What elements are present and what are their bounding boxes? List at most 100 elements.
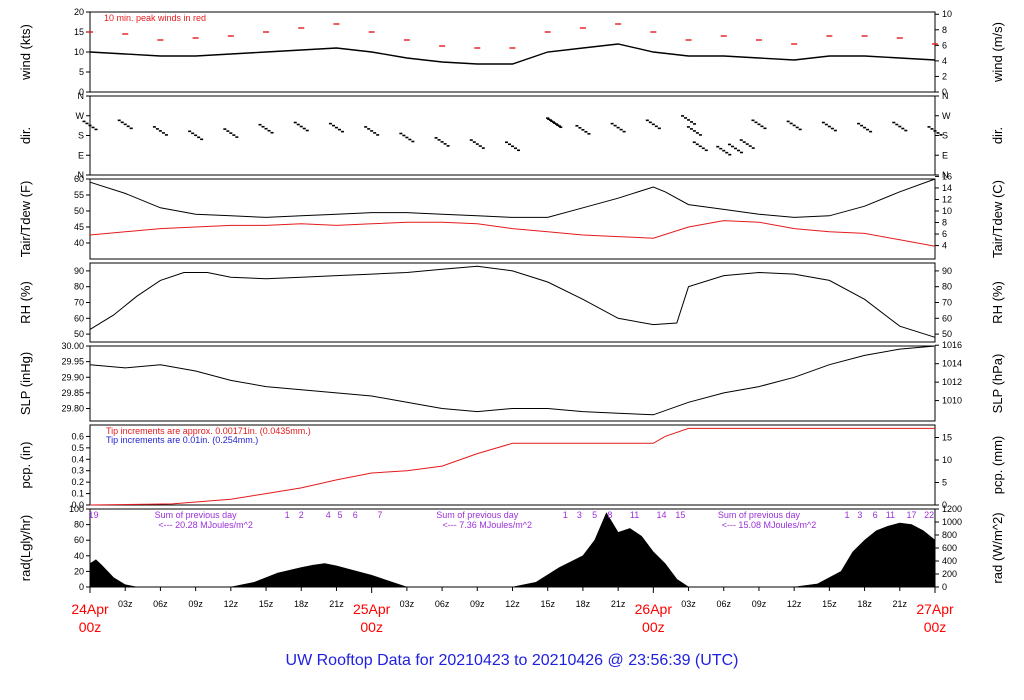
dir-point	[226, 130, 230, 132]
page-title: UW Rooftop Data for 20210423 to 20210426…	[286, 652, 739, 669]
dir-point	[411, 140, 415, 143]
ytick-label-left: 29.80	[61, 404, 84, 414]
ytick-label-left: 0.6	[71, 431, 84, 441]
ytick-label-right: 14	[942, 183, 952, 193]
sum-note-value: <--- 15.08 MJoules/m^2	[722, 520, 817, 530]
sum-note-value: <--- 7.36 MJoules/m^2	[443, 520, 533, 530]
hour-label: 1	[285, 510, 290, 520]
dir-point	[857, 122, 861, 125]
series-line-wind-0	[89, 43, 936, 65]
dir-point	[505, 141, 508, 144]
ytick-label-right: 70	[942, 298, 952, 308]
ytick-label-left: 40	[74, 238, 84, 248]
date-label-time: 00z	[642, 619, 665, 635]
dir-point	[126, 125, 130, 128]
dir-point	[730, 145, 734, 148]
dir-point	[622, 130, 626, 133]
peak-wind-mark	[509, 47, 516, 49]
ytick-label-left: 10	[74, 47, 84, 57]
ytick-label-left: 29.85	[61, 388, 84, 398]
xtick-label: 09z	[470, 599, 485, 609]
sum-note-title: Sum of previous day	[155, 510, 238, 520]
ytick-label-right: 0	[942, 87, 947, 97]
xtick-label: 06z	[435, 599, 450, 609]
dir-point	[443, 143, 447, 145]
ytick-label-right: 6	[942, 229, 947, 239]
dir-point	[305, 129, 309, 132]
hour-label: 2	[299, 510, 304, 520]
ytick-label-left: 29.90	[61, 372, 84, 382]
dir-point	[739, 151, 743, 154]
dir-point	[267, 129, 271, 132]
dir-point	[547, 118, 551, 121]
ylabel-left: wind (kts)	[18, 24, 33, 81]
ytick-label-left: 0	[79, 582, 84, 592]
dir-point	[270, 131, 274, 134]
peak-wind-mark	[122, 33, 129, 35]
ylabel-right: rad (W/m^2)	[990, 512, 1005, 583]
dir-point	[895, 123, 899, 126]
dir-point	[264, 127, 268, 130]
dir-point	[296, 123, 300, 126]
dir-point	[657, 127, 661, 130]
ytick-label-left: 0.0	[71, 500, 84, 510]
series-line-temp-0	[89, 178, 936, 218]
dir-point	[892, 121, 896, 124]
ylabel-left: RH (%)	[18, 281, 33, 324]
ylabel-left: rad(Lgly/hr)	[18, 515, 33, 581]
dir-point	[117, 119, 121, 122]
date-label-time: 00z	[79, 619, 102, 635]
ytick-label-right: 0	[942, 500, 947, 510]
dir-point	[88, 124, 92, 127]
xtick-label: 12z	[505, 599, 520, 609]
ytick-label-left: 0.4	[71, 454, 84, 464]
hour-label: 6	[873, 510, 878, 520]
ytick-label-right: 12	[942, 194, 952, 204]
dir-point	[129, 127, 133, 130]
dir-point	[331, 124, 335, 127]
dir-point	[376, 134, 380, 136]
dir-point	[687, 119, 691, 121]
dir-point	[364, 126, 368, 128]
date-label-day: 26Apr	[635, 601, 673, 617]
ylabel-right: pcp. (mm)	[990, 436, 1005, 495]
dir-point	[733, 147, 737, 150]
dir-point	[619, 128, 623, 131]
series-area-rad	[89, 512, 936, 588]
dir-point	[939, 134, 943, 136]
ytick-label-left: 80	[74, 282, 84, 292]
ytick-label-right: 6	[942, 40, 947, 50]
dir-point	[258, 123, 262, 126]
dir-point	[437, 139, 441, 141]
xtick-label: 03z	[681, 599, 696, 609]
ytick-label-right: 1012	[942, 377, 962, 387]
peak-wind-mark	[368, 31, 375, 33]
hour-label: 11	[886, 510, 895, 520]
dir-point	[798, 128, 802, 131]
dir-point	[651, 123, 655, 126]
peak-wind-mark	[474, 47, 481, 49]
dir-point	[757, 123, 761, 126]
ytick-label-right: 1000	[942, 517, 962, 527]
hour-label: 7	[377, 510, 382, 520]
peak-wind-mark	[227, 35, 234, 37]
ylabel-right: wind (m/s)	[990, 22, 1005, 83]
dir-point	[587, 133, 591, 135]
ytick-label-left: N	[78, 170, 85, 180]
dir-point	[727, 143, 731, 146]
ytick-label-left: 30.00	[61, 341, 84, 351]
dir-point	[751, 147, 755, 149]
hour-label: 5	[592, 510, 597, 520]
dir-point	[827, 125, 831, 128]
dir-point	[578, 127, 582, 129]
xtick-label: 06z	[716, 599, 731, 609]
dir-point	[610, 122, 614, 125]
xtick-label: 06z	[153, 599, 168, 609]
ytick-label-left: 60	[74, 535, 84, 545]
dir-point	[933, 130, 937, 132]
dir-point	[698, 134, 702, 136]
dir-point	[584, 131, 588, 133]
ytick-label-right: 90	[942, 266, 952, 276]
xtick-label: 09z	[188, 599, 203, 609]
dir-point	[748, 145, 752, 147]
